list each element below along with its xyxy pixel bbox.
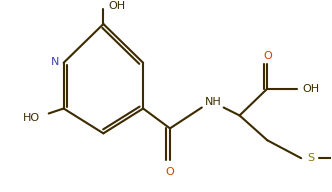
Text: HO: HO bbox=[23, 113, 40, 123]
Text: N: N bbox=[50, 57, 59, 67]
Text: OH: OH bbox=[302, 84, 320, 94]
Text: O: O bbox=[166, 167, 174, 177]
Text: OH: OH bbox=[108, 1, 125, 11]
Text: O: O bbox=[263, 51, 272, 61]
Text: S: S bbox=[307, 153, 315, 163]
Text: NH: NH bbox=[205, 97, 222, 107]
